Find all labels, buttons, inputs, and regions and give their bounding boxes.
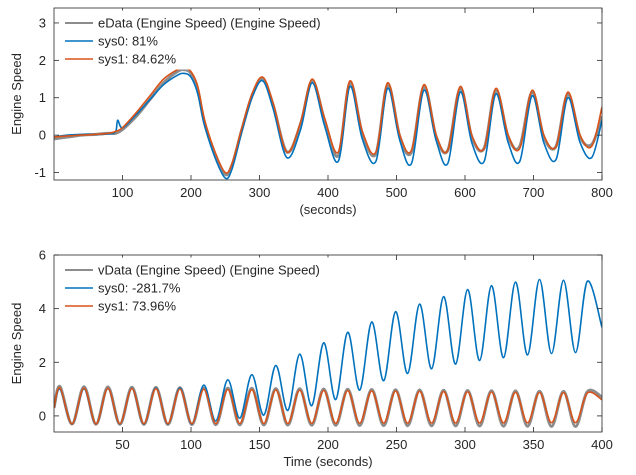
y-tick-label: 0: [39, 408, 46, 423]
y-tick-label: -1: [34, 165, 46, 180]
x-tick-label: 300: [454, 437, 476, 452]
y-tick-label: 6: [39, 248, 46, 263]
legend-entry: sys0: -281.7%: [98, 281, 181, 296]
x-tick-label: 800: [591, 185, 613, 200]
y-tick-label: 2: [39, 355, 46, 370]
x-tick-label: 250: [386, 437, 408, 452]
x-tick-label: 400: [591, 437, 613, 452]
y-tick-label: 4: [39, 301, 46, 316]
y-tick-label: 3: [39, 15, 46, 30]
legend-entry: eData (Engine Speed) (Engine Speed): [98, 16, 321, 31]
x-tick-label: 50: [115, 437, 129, 452]
y-axis-label: Engine Speed: [9, 53, 24, 135]
legend-entry: vData (Engine Speed) (Engine Speed): [98, 263, 320, 278]
y-axis-label: Engine Speed: [9, 303, 24, 385]
legend-box: [59, 10, 363, 70]
series-line-sys1: [54, 386, 602, 425]
series-group: [54, 278, 602, 428]
y-tick-label: 0: [39, 128, 46, 143]
chart-2: 50 100 150 200 250 300 350 400 0 2 4 6 Time (seconds…: [9, 248, 613, 470]
x-tick-label: 700: [523, 185, 545, 200]
x-tick-label: 500: [386, 185, 408, 200]
x-tick-label: 400: [317, 185, 339, 200]
x-axis-label: Time (seconds): [283, 454, 372, 469]
legend-entry: sys0: 81%: [98, 34, 158, 49]
x-tick-label: 200: [180, 185, 202, 200]
x-tick-label: 150: [249, 437, 271, 452]
x-tick-label: 300: [249, 185, 271, 200]
y-tick-label: 2: [39, 53, 46, 68]
x-tick-label: 350: [523, 437, 545, 452]
legend-entry: sys1: 73.96%: [98, 299, 176, 314]
x-axis-label: (seconds): [299, 202, 356, 217]
series-group: [54, 66, 602, 180]
x-tick-label: 100: [112, 185, 134, 200]
x-tick-label: 100: [180, 437, 202, 452]
chart-1: 100 200 300 400 500 600 700 800 -1 0 1 2 3 (seconds) E…: [9, 7, 613, 217]
y-tick-label: 1: [39, 90, 46, 105]
x-tick-label: 200: [317, 437, 339, 452]
series-line-sys0: [54, 72, 602, 180]
series-line-sys1: [54, 66, 602, 174]
legend-box: [59, 257, 363, 317]
x-tick-label: 600: [454, 185, 476, 200]
legend-entry: sys1: 84.62%: [98, 52, 176, 67]
